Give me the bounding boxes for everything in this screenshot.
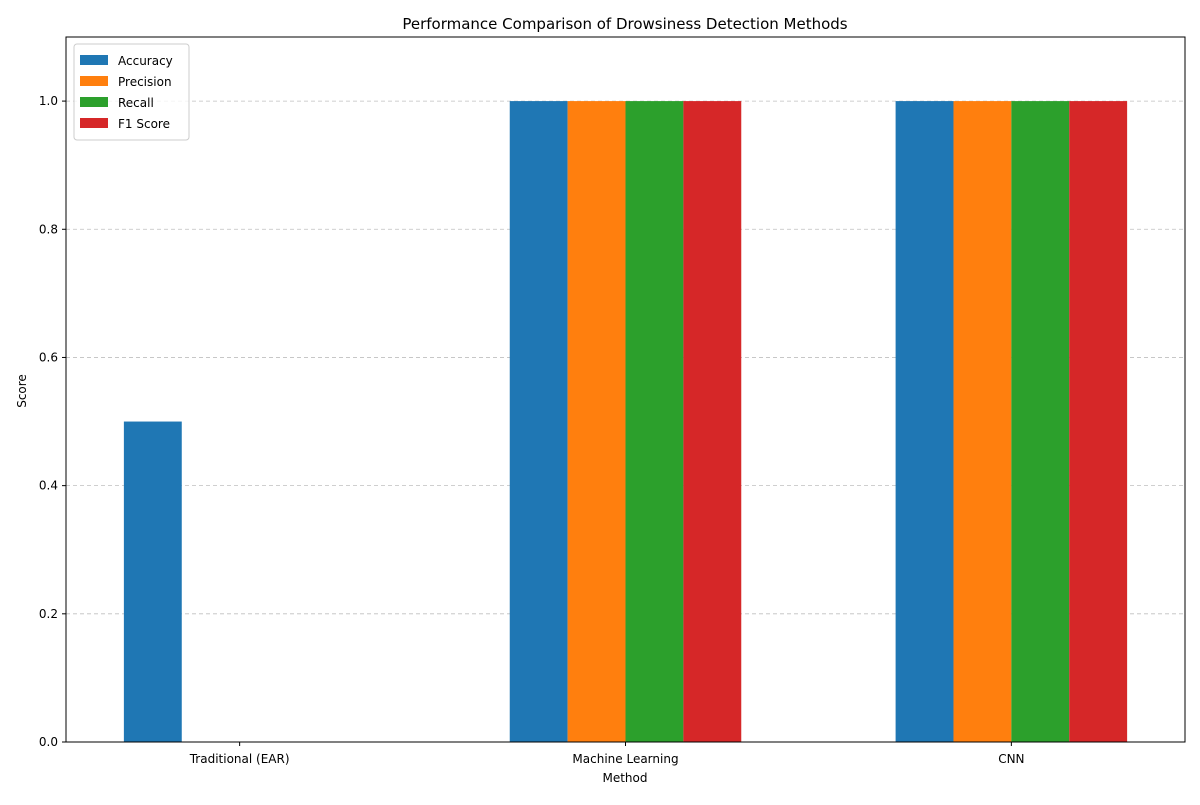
bars xyxy=(123,101,1128,742)
legend: Accuracy Precision Recall F1 Score xyxy=(73,43,190,141)
bar-accuracy xyxy=(895,101,954,742)
y-tick-label: 0.4 xyxy=(39,479,58,493)
legend-box xyxy=(73,43,190,141)
legend-swatch xyxy=(80,76,108,86)
y-axis-label: Score xyxy=(15,374,29,408)
bar-precision xyxy=(567,101,626,742)
bar-f1-score xyxy=(683,101,742,742)
legend-swatch xyxy=(80,118,108,128)
bar-recall xyxy=(1011,101,1070,742)
y-tick-label: 0.6 xyxy=(39,350,58,364)
x-tick-label: Traditional (EAR) xyxy=(189,752,290,766)
x-axis-label: Method xyxy=(602,771,647,785)
legend-swatch xyxy=(80,55,108,65)
y-tick-label: 0.2 xyxy=(39,607,58,621)
legend-swatch xyxy=(80,97,108,107)
x-tick-label: Machine Learning xyxy=(572,752,678,766)
chart-title: Performance Comparison of Drowsiness Det… xyxy=(402,15,847,33)
x-axis-ticks: Traditional (EAR) Machine Learning CNN xyxy=(189,742,1025,766)
y-tick-label: 1.0 xyxy=(39,94,58,108)
y-axis-ticks: 0.0 0.2 0.4 0.6 0.8 1.0 xyxy=(39,94,66,749)
bar-precision xyxy=(953,101,1012,742)
y-tick-label: 0.0 xyxy=(39,735,58,749)
legend-label: Precision xyxy=(118,75,172,89)
bar-recall xyxy=(625,101,684,742)
bar-accuracy xyxy=(123,421,182,742)
x-tick-label: CNN xyxy=(998,752,1024,766)
legend-label: Recall xyxy=(118,96,154,110)
y-tick-label: 0.8 xyxy=(39,222,58,236)
legend-label: Accuracy xyxy=(118,54,173,68)
legend-label: F1 Score xyxy=(118,117,170,131)
bar-accuracy xyxy=(509,101,568,742)
bar-f1-score xyxy=(1069,101,1128,742)
